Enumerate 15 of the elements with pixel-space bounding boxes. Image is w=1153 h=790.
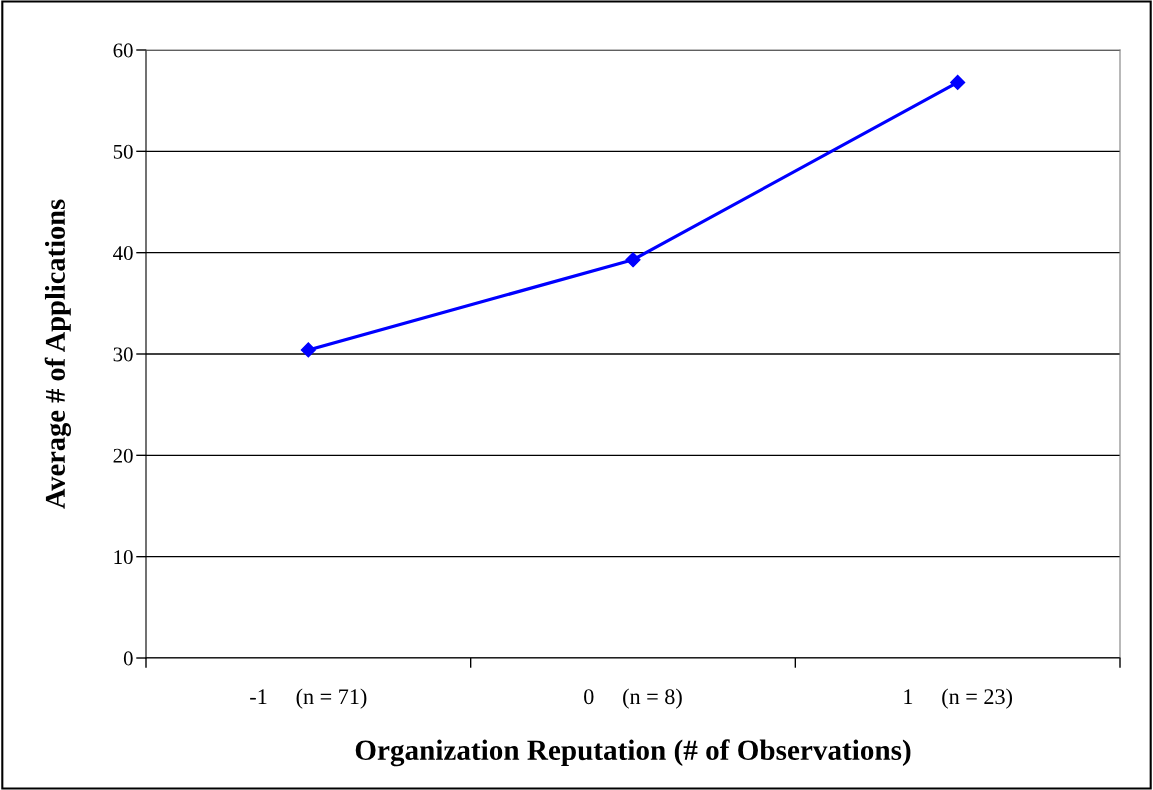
y-tick-label: 60 xyxy=(113,43,133,58)
y-tick-label: 10 xyxy=(114,550,133,565)
y-tick-label: 20 xyxy=(113,448,133,463)
x-tick-label: -1 (n = 71) xyxy=(250,688,367,709)
y-tick-label: 30 xyxy=(113,347,133,362)
point xyxy=(950,74,966,90)
point xyxy=(625,252,641,268)
y-tick-label: 50 xyxy=(113,144,133,159)
x-tick-label: 1 (n = 23) xyxy=(904,688,1013,709)
y-tick-label: 0 xyxy=(123,651,133,666)
y-tick-label: 40 xyxy=(113,246,133,261)
x-tick-label: 0 (n = 8) xyxy=(584,688,682,709)
y-axis-title: Average # of Applications xyxy=(44,199,71,509)
x-axis-title: Organization Reputation (# of Observations) xyxy=(355,739,911,767)
point xyxy=(300,342,316,358)
